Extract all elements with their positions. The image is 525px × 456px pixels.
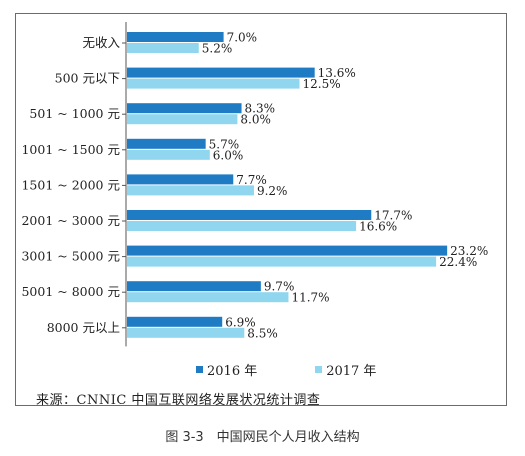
data-label: 13.6% (318, 66, 356, 80)
data-label: 8.5% (247, 326, 277, 340)
bar-2017 (127, 221, 357, 231)
legend-swatch-2017 (315, 366, 323, 373)
bar-2017 (127, 256, 437, 267)
bar-2016 (127, 32, 224, 42)
data-label: 16.6% (359, 220, 397, 234)
bar-2016 (127, 245, 448, 256)
bar-2017 (127, 327, 245, 338)
category-label: 1501 ~ 2000 元 (21, 177, 120, 192)
legend-label-2016: 2016 年 (207, 364, 258, 379)
data-label: 8.0% (240, 113, 271, 127)
category-label: 5001 ~ 8000 元 (21, 284, 120, 299)
data-label: 6.9% (225, 315, 256, 329)
category-label: 8000 元以上 (47, 320, 120, 335)
data-label: 12.5% (303, 77, 341, 91)
data-label: 11.7% (291, 291, 329, 305)
category-label: 2001 ~ 3000 元 (21, 213, 120, 228)
bar-2017 (127, 43, 199, 53)
bar-chart: 无收入 7.0%5.2% 500 元以下 13.6%12.5% 501 ~ 1000 元… (21, 22, 488, 347)
source-note: 来源：CNNIC 中国互联网络发展状况统计调查 (36, 393, 321, 408)
data-label: 9.2% (257, 184, 288, 198)
category-label: 无收入 (82, 35, 120, 50)
data-label: 5.2% (202, 42, 233, 56)
category-label: 3001 ~ 5000 元 (21, 249, 120, 264)
bar-2017 (127, 149, 210, 160)
category-label: 500 元以下 (55, 71, 120, 86)
bar-2016 (127, 138, 206, 149)
bar-2016 (127, 210, 372, 220)
chart-frame: 无收入 7.0% 5.2% 500 元以下 13.6% 12.5% 501 ~ 1000 元… (15, 13, 507, 408)
data-label: 7.0% (227, 31, 258, 45)
data-label: 5.7% (209, 137, 240, 151)
data-label: 22.4% (439, 255, 477, 269)
legend-swatch-2016 (196, 366, 203, 373)
data-label: 8.3% (245, 102, 275, 116)
bar-2017 (127, 185, 254, 196)
figure-caption: 图 3-3 中国网民个人月收入结构 (165, 430, 360, 445)
legend-label-2017: 2017 年 (326, 364, 377, 379)
data-label: 9.7% (264, 280, 295, 294)
bar-2017 (127, 78, 300, 89)
bar-2016 (127, 103, 242, 114)
data-label: 17.7% (374, 209, 412, 223)
bar-2016 (127, 174, 234, 185)
data-label: 7.7% (236, 173, 267, 187)
data-label: 23.2% (450, 244, 488, 258)
bar-2017 (127, 114, 238, 125)
bar-2016 (127, 67, 315, 78)
data-label: 6.0% (213, 148, 244, 162)
legend-item-2016: 2016 年 (196, 360, 257, 379)
bar-2017 (127, 292, 289, 303)
category-label: 501 ~ 1000 元 (29, 106, 120, 121)
legend-item-2017: 2017 年 (315, 360, 376, 379)
category-label: 1001 ~ 1500 元 (21, 142, 120, 157)
bar-2016 (127, 316, 223, 327)
bar-2016 (127, 281, 261, 292)
legend: 2016 年 2017 年 (196, 360, 376, 379)
